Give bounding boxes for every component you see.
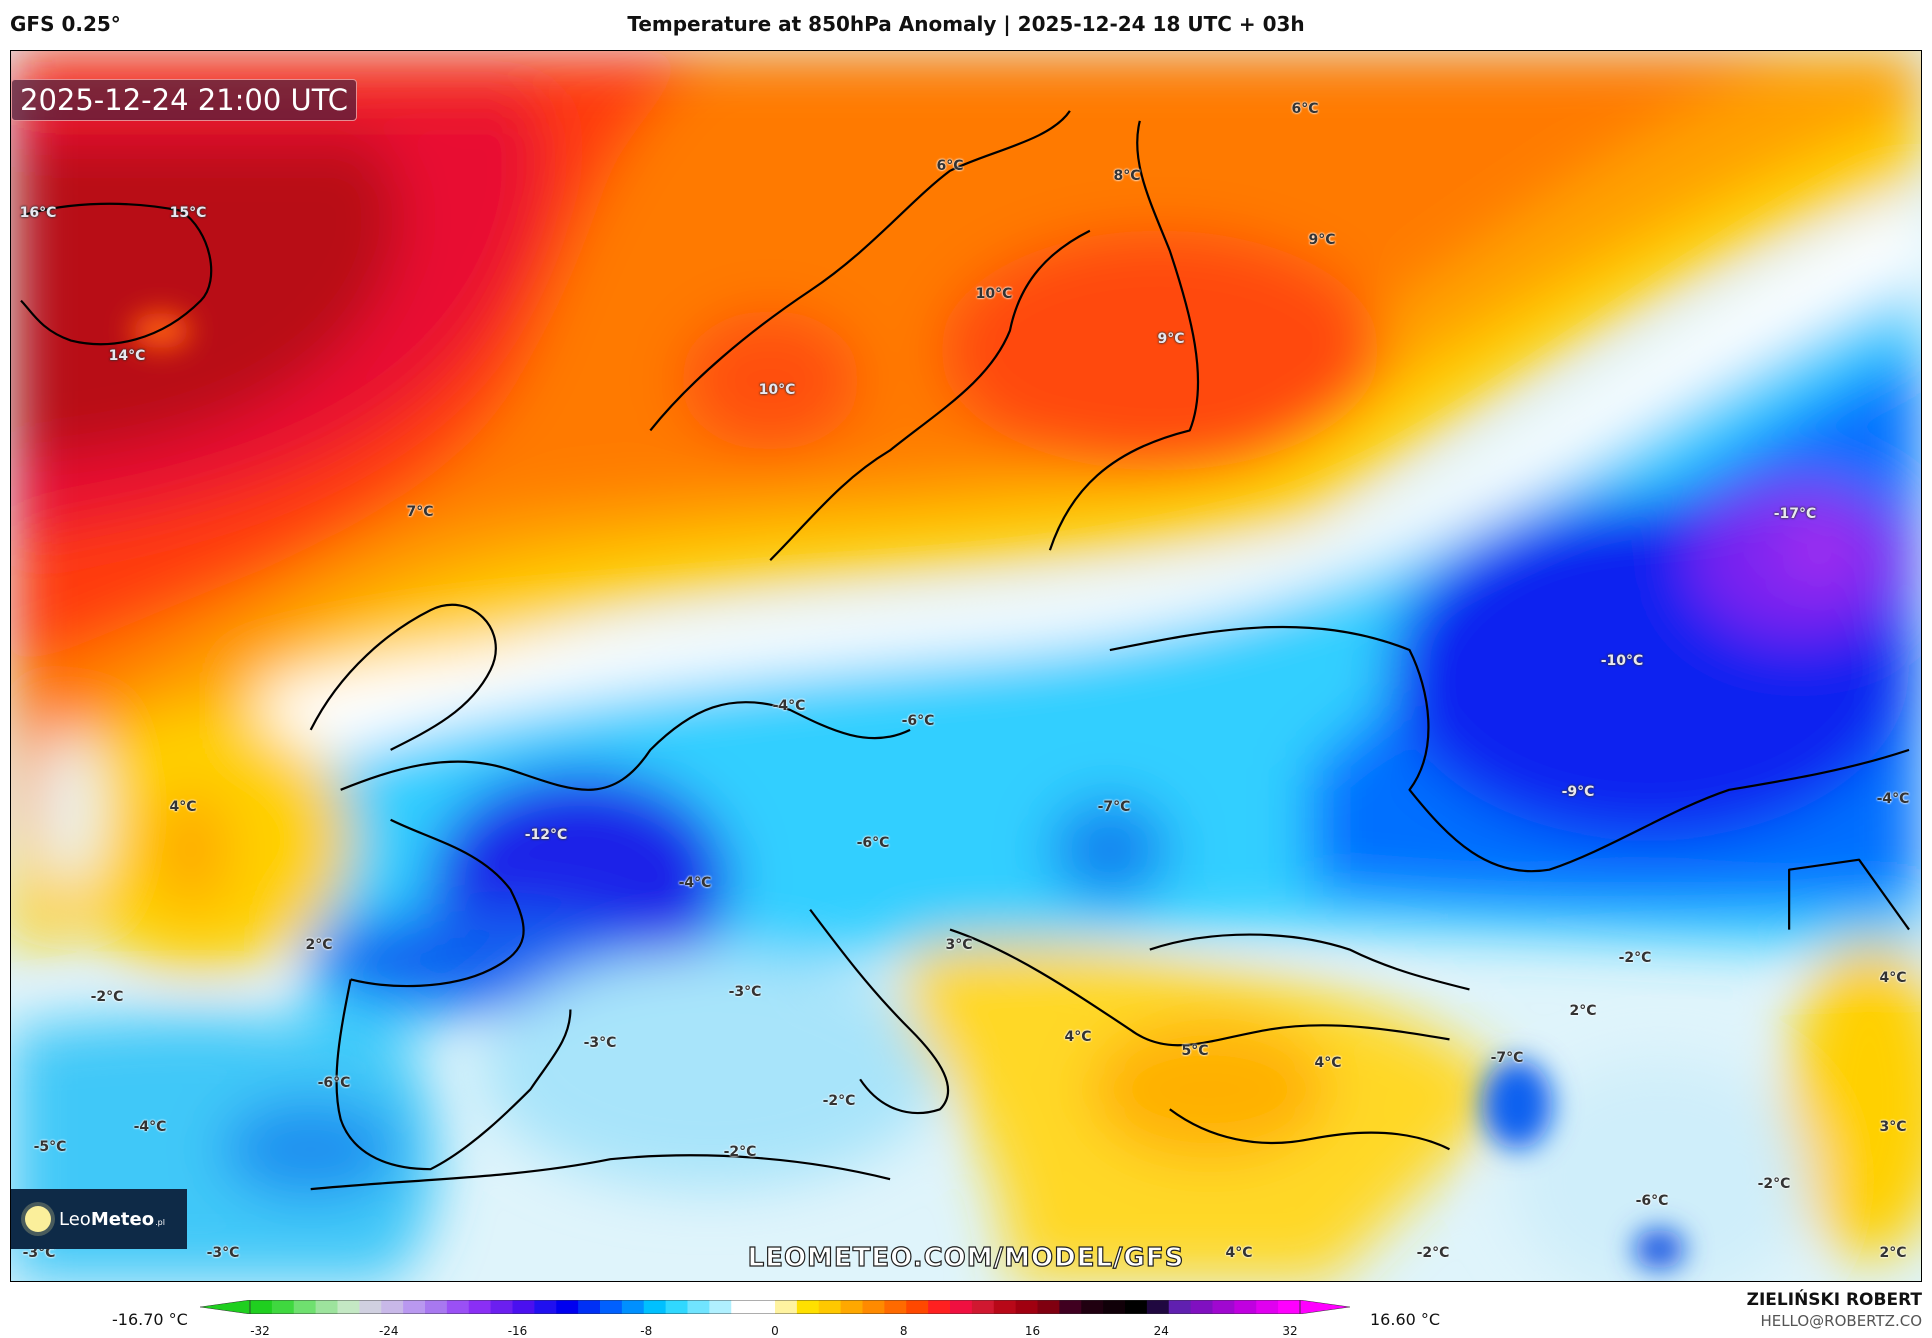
temperature-label: 5°C <box>1181 1043 1209 1059</box>
temperature-label: -9°C <box>1561 784 1595 800</box>
colorbar-tick-label: 8 <box>899 1324 908 1338</box>
temperature-label: -3°C <box>728 984 762 1000</box>
temperature-label: -2°C <box>822 1093 856 1109</box>
temperature-label: 3°C <box>1879 1119 1907 1135</box>
temperature-label: 6°C <box>1291 101 1319 117</box>
temperature-label: -6°C <box>856 835 890 851</box>
temperature-label: 4°C <box>1225 1245 1253 1261</box>
colorbar-tick-label: -16 <box>507 1324 528 1338</box>
temperature-label: 4°C <box>169 799 197 815</box>
temperature-label: -4°C <box>678 875 712 891</box>
colorbar-tick-label: 0 <box>771 1324 779 1338</box>
temperature-label: 7°C <box>406 504 434 520</box>
temperature-label: 15°C <box>169 205 207 221</box>
temperature-label: -3°C <box>583 1035 617 1051</box>
temperature-label: 6°C <box>936 158 964 174</box>
temperature-label: -3°C <box>206 1245 240 1261</box>
temperature-label: -6°C <box>1635 1193 1669 1209</box>
colorbar-tick-label: -32 <box>250 1324 270 1338</box>
temperature-label: 10°C <box>758 382 796 398</box>
temperature-label: -2°C <box>90 989 124 1005</box>
temperature-label: -12°C <box>524 827 568 843</box>
temperature-label: 9°C <box>1308 232 1336 248</box>
temperature-label: -10°C <box>1600 653 1644 669</box>
colorbar-tick-label: 32 <box>1282 1324 1298 1338</box>
temperature-label: 4°C <box>1314 1055 1342 1071</box>
valid-time-badge: 2025-12-24 21:00 UTC <box>11 79 358 121</box>
temperature-label: -2°C <box>1618 950 1652 966</box>
temperature-label: -3°C <box>22 1245 56 1261</box>
temperature-label: 16°C <box>19 205 57 221</box>
chart-title: Temperature at 850hPa Anomaly | 2025-12-… <box>627 12 1305 36</box>
temperature-label: 2°C <box>1879 1245 1907 1261</box>
temperature-label: -2°C <box>1757 1176 1791 1192</box>
temperature-field <box>11 51 1921 1281</box>
temperature-label: 14°C <box>108 348 146 364</box>
temperature-label: -4°C <box>133 1119 167 1135</box>
temperature-label: 8°C <box>1113 168 1141 184</box>
temperature-label: -7°C <box>1490 1050 1524 1066</box>
author-credit: ZIELIŃSKI ROBERT HELLO@ROBERTZ.CO <box>1747 1290 1922 1330</box>
temperature-label: -6°C <box>901 713 935 729</box>
logo-text: LeoMeteo.pl <box>59 1208 165 1230</box>
temperature-label: 9°C <box>1157 331 1185 347</box>
temperature-label: 4°C <box>1879 970 1907 986</box>
leometeo-logo[interactable]: LeoMeteo.pl <box>11 1189 187 1249</box>
temperature-label: -4°C <box>1876 791 1910 807</box>
colorbar-tick-label: -8 <box>640 1324 653 1338</box>
temperature-label: 2°C <box>1569 1003 1597 1019</box>
sun-icon <box>25 1206 51 1232</box>
temperature-label: -17°C <box>1773 506 1817 522</box>
colorbar <box>200 1300 1350 1314</box>
colorbar-tick-label: -24 <box>378 1324 399 1338</box>
temperature-label: 4°C <box>1064 1029 1092 1045</box>
temperature-label: -2°C <box>723 1144 757 1160</box>
colorbar-tick-label: 24 <box>1153 1324 1169 1338</box>
author-email: HELLO@ROBERTZ.CO <box>1760 1312 1922 1330</box>
colorbar-max-label: 16.60 °C <box>1370 1310 1441 1329</box>
model-label: GFS 0.25° <box>10 12 121 36</box>
temperature-label: -6°C <box>317 1075 351 1091</box>
temperature-label: 10°C <box>975 286 1013 302</box>
anomaly-map: 2025-12-24 21:00 UTC 16°C 15°C 14°C 6°C 8°C 6… <box>10 50 1922 1282</box>
colorbar-min-label: -16.70 °C <box>112 1310 188 1329</box>
temperature-label: 3°C <box>945 937 973 953</box>
watermark-url: LEOMETEO.COM/MODEL/GFS <box>747 1242 1185 1273</box>
colorbar-tick-label: 16 <box>1024 1324 1041 1338</box>
temperature-label: -7°C <box>1097 799 1131 815</box>
temperature-label: -5°C <box>33 1139 67 1155</box>
temperature-label: -4°C <box>772 698 806 714</box>
author-name: ZIELIŃSKI ROBERT <box>1746 1290 1922 1310</box>
temperature-label: 2°C <box>305 937 333 953</box>
colorbar-gradient <box>200 1300 1350 1314</box>
temperature-label: -2°C <box>1416 1245 1450 1261</box>
